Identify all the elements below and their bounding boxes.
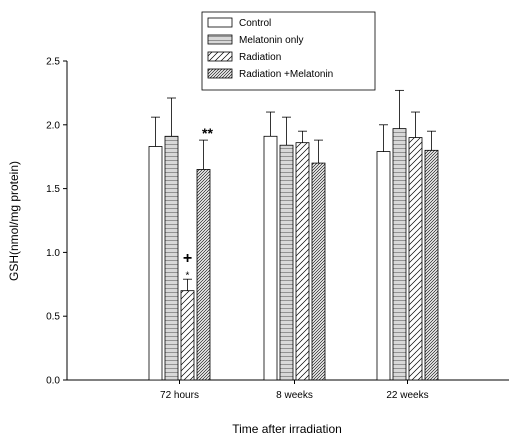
bar-radiation-melatonin-22-weeks [424, 149, 439, 381]
bar-control-72-hours [148, 146, 163, 381]
legend-label-radiation: Radiation [239, 52, 281, 63]
bar-melatonin-only-8-weeks [279, 144, 294, 381]
significance-star: * [186, 271, 190, 282]
legend-label-control: Control [239, 18, 271, 29]
x-tick-label: 8 weeks [276, 390, 313, 401]
bar-melatonin-only-22-weeks [392, 128, 407, 381]
y-tick-label: 2.5 [46, 57, 60, 68]
y-tick-label: 0.5 [46, 312, 60, 323]
bar-radiation-melatonin-8-weeks [311, 162, 326, 381]
y-tick-label: 1.5 [46, 184, 60, 195]
x-tick-label: 72 hours [160, 390, 199, 401]
significance-double-star: ** [202, 125, 213, 141]
y-tick-label: 1.0 [46, 248, 60, 259]
y-tick-label: 0.0 [46, 376, 60, 387]
y-axis-title: GSH(nmol/mg protein) [7, 161, 21, 281]
y-tick-label: 2.0 [46, 120, 60, 131]
bar-control-8-weeks [263, 135, 278, 381]
bar-radiation-22-weeks [408, 137, 423, 381]
legend-label-radiation-melatonin: Radiation +Melatonin [239, 69, 333, 80]
plot-area: 0.0 0.5 1.0 1.5 2.0 2.5 72 hours 8 weeks 22 week… [46, 57, 509, 401]
bar-melatonin-only-72-hours [164, 135, 179, 381]
legend-swatch-melatonin-only [207, 34, 233, 45]
legend-label-melatonin-only: Melatonin only [239, 35, 303, 46]
bar-radiation-72-hours [180, 290, 195, 381]
bar-radiation-8-weeks [295, 142, 310, 381]
legend-swatch-radiation [207, 51, 233, 62]
x-axis-title: Time after irradiation [232, 422, 342, 434]
significance-plus: + [183, 250, 192, 267]
x-tick-label: 22 weeks [386, 390, 428, 401]
bar-control-22-weeks [376, 151, 391, 381]
legend-swatch-control [207, 17, 233, 28]
legend: Control Melatonin only Radiation Radiation … [201, 11, 376, 91]
bar-radiation-melatonin-72-hours [196, 169, 211, 381]
legend-swatch-radiation-melatonin [207, 68, 233, 79]
